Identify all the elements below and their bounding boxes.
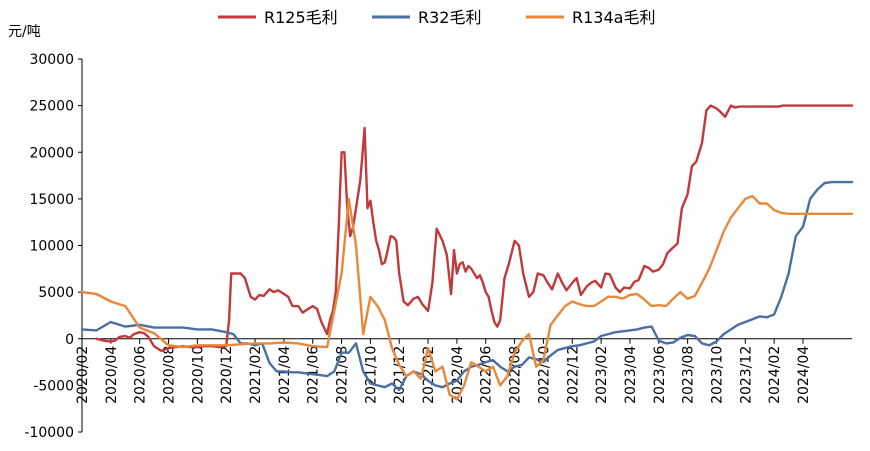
y-tick-label: 30000 <box>29 52 74 68</box>
y-tick-label: 25000 <box>29 99 74 115</box>
x-tick-label: 2022/06 <box>479 346 495 404</box>
x-tick-label: 2020/10 <box>190 346 206 404</box>
x-tick-label: 2021/08 <box>335 346 351 404</box>
x-tick-label: 2020/12 <box>219 346 235 404</box>
series-layer <box>80 104 854 401</box>
y-tick-label: 15000 <box>29 192 74 208</box>
x-tick-label: 2023/10 <box>709 346 725 404</box>
x-tick-label: 2022/12 <box>565 346 581 404</box>
y-tick-label: 0 <box>65 332 74 348</box>
x-tick-label: 2021/04 <box>277 346 293 404</box>
y-tick-label: 20000 <box>29 145 74 161</box>
legend-label-1: R32毛利 <box>418 8 481 27</box>
x-tick-label: 2023/04 <box>623 346 639 404</box>
x-tick-label: 2020/08 <box>162 346 178 404</box>
x-tick-label: 2020/02 <box>75 346 91 404</box>
x-tick-label: 2020/04 <box>104 346 120 404</box>
x-tick-label: 2023/02 <box>594 346 610 404</box>
y-tick-label: 5000 <box>38 285 74 301</box>
series-line-2 <box>80 194 854 401</box>
x-tick-label: 2020/06 <box>133 346 149 404</box>
x-tick-label: 2023/12 <box>738 346 754 404</box>
legend-label-2: R134a毛利 <box>572 8 655 27</box>
chart-legend: R125毛利 R32毛利 R134a毛利 <box>218 8 655 27</box>
y-tick-label: 10000 <box>29 239 74 255</box>
y-axis-unit-label: 元/吨 <box>8 24 41 40</box>
x-tick-label: 2021/10 <box>363 346 379 404</box>
x-tick-label: 2024/04 <box>796 346 812 404</box>
x-tick-label: 2024/02 <box>767 346 783 404</box>
axes: 30000 25000 20000 15000 10000 5000 0 -5000 -1000… <box>24 52 852 441</box>
x-tick-label: 2022/08 <box>508 346 524 404</box>
y-tick-label: -5000 <box>33 378 74 394</box>
x-tick-label: 2023/06 <box>652 346 668 404</box>
y-tick-label: -10000 <box>24 425 74 441</box>
series-line-0 <box>95 104 854 353</box>
x-tick-label: 2021/02 <box>248 346 264 404</box>
x-tick-label: 2023/08 <box>681 346 697 404</box>
series-line-1 <box>80 180 854 392</box>
legend-label-0: R125毛利 <box>264 8 338 27</box>
